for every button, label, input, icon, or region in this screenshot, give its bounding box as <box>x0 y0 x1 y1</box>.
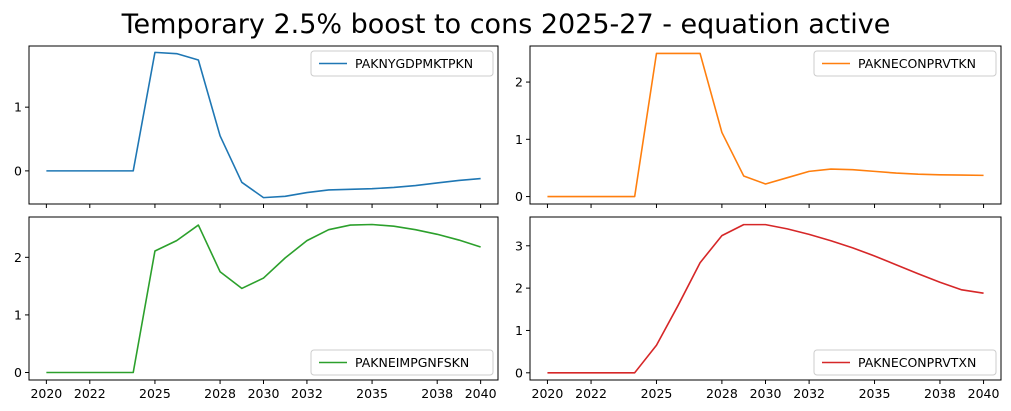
series-line-1 <box>547 52 984 198</box>
y-tick-label: 0 <box>14 365 22 380</box>
legend-label: PAKNYGDPMKTPKN <box>355 56 473 71</box>
legend: PAKNYGDPMKTPKN <box>310 50 494 77</box>
x-tick-label: 2038 <box>421 386 453 401</box>
x-tick-label: 2040 <box>968 386 1000 401</box>
legend-frame <box>310 349 494 376</box>
legend-label: PAKNECONPRVTKN <box>858 56 976 71</box>
x-tick-label: 2035 <box>356 386 388 401</box>
legend-label: PAKNEIMPGNFSKN <box>355 355 469 370</box>
x-tick-label: 2032 <box>793 386 825 401</box>
y-tick-label: 1 <box>14 307 22 322</box>
x-tick-label: 2032 <box>291 386 323 401</box>
x-tick-label: 2038 <box>924 386 956 401</box>
series-line-1 <box>46 51 481 199</box>
x-tick-label: 2035 <box>859 386 891 401</box>
legend-frame <box>310 50 494 77</box>
y-tick-label: 0 <box>515 365 523 380</box>
legend: PAKNECONPRVTXN <box>813 349 997 376</box>
y-tick-label: 0 <box>14 163 22 178</box>
x-tick-label: 2030 <box>248 386 280 401</box>
legend-frame <box>813 50 997 77</box>
x-tick-label: 2025 <box>641 386 673 401</box>
x-tick-label: 2020 <box>532 386 564 401</box>
x-tick-label: 2030 <box>750 386 782 401</box>
y-tick-label: 1 <box>515 323 523 338</box>
x-tick-label: 2028 <box>204 386 236 401</box>
x-tick-label: 2025 <box>139 386 171 401</box>
y-tick-label: 2 <box>14 250 22 265</box>
x-tick-label: 2022 <box>575 386 607 401</box>
x-tick-label: 2040 <box>465 386 497 401</box>
y-tick-label: 2 <box>515 75 523 90</box>
series-line-1 <box>547 223 984 374</box>
subplot-bottom-left: 0 1 2 2020 2022 2025 2028 2030 2032 2035 2038 2040 P… <box>14 216 499 401</box>
y-tick-label: 1 <box>515 132 523 147</box>
x-tick-label: 2022 <box>74 386 106 401</box>
x-tick-label: 2020 <box>30 386 62 401</box>
subplot-bottom-right: 0 1 2 3 2020 2022 2025 2028 2030 2032 2035 2038 2040… <box>515 216 1002 401</box>
legend-frame <box>813 349 997 376</box>
legend-label: PAKNECONPRVTXN <box>858 355 976 370</box>
y-tick-label: 3 <box>515 238 523 253</box>
legend: PAKNECONPRVTKN <box>813 50 997 77</box>
legend: PAKNEIMPGNFSKN <box>310 349 494 376</box>
subplot-top-left: 0 1 PAKNYGDPMKTPKN <box>14 45 499 208</box>
x-tick-label: 2028 <box>706 386 738 401</box>
y-tick-label: 2 <box>515 281 523 296</box>
chart-title: Temporary 2.5% boost to cons 2025-27 - e… <box>121 9 891 40</box>
y-tick-label: 0 <box>515 189 523 204</box>
subplot-top-right: 0 1 2 PAKNECONPRVTKN <box>515 45 1002 208</box>
y-tick-label: 1 <box>14 100 22 115</box>
series-line-1 <box>46 223 481 374</box>
